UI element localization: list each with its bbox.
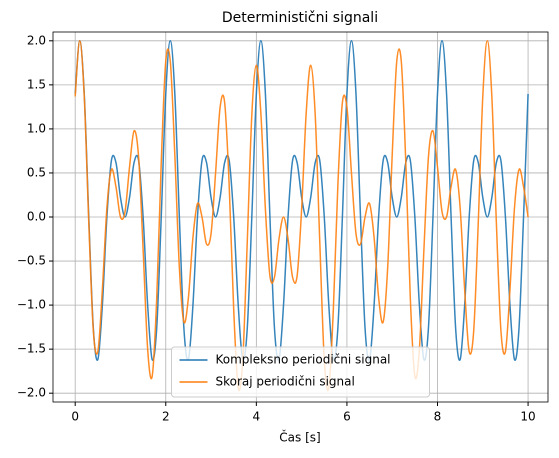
legend-label: Kompleksno periodični signal	[216, 353, 391, 367]
legend-label: Skoraj periodični signal	[216, 375, 355, 389]
y-tick-label: 0.0	[27, 210, 46, 224]
x-tick-label: 8	[434, 410, 442, 424]
y-tick-label: 1.5	[27, 77, 46, 91]
x-tick-label: 4	[253, 410, 261, 424]
legend-box	[171, 346, 430, 398]
x-axis-label: Čas [s]	[279, 430, 320, 445]
data-line	[74, 40, 529, 392]
y-tick-label: −0.5	[17, 254, 46, 268]
x-tick-label: 6	[343, 410, 351, 424]
y-tick-label: 2.0	[27, 33, 46, 47]
x-tick-label: 2	[162, 410, 170, 424]
y-tick-label: −2.0	[17, 386, 46, 400]
legend: Kompleksno periodični signal Skoraj perio…	[171, 346, 430, 398]
y-tick-label: −1.5	[17, 342, 46, 356]
y-tick-label: −1.0	[17, 298, 46, 312]
y-tick-label: 1.0	[27, 121, 46, 135]
x-tick-label: 10	[520, 410, 535, 424]
plot-frame	[52, 31, 549, 403]
x-tick-label: 0	[71, 410, 79, 424]
chart-title: Deterministični signali	[222, 10, 378, 26]
y-tick-label: 0.5	[27, 165, 46, 179]
